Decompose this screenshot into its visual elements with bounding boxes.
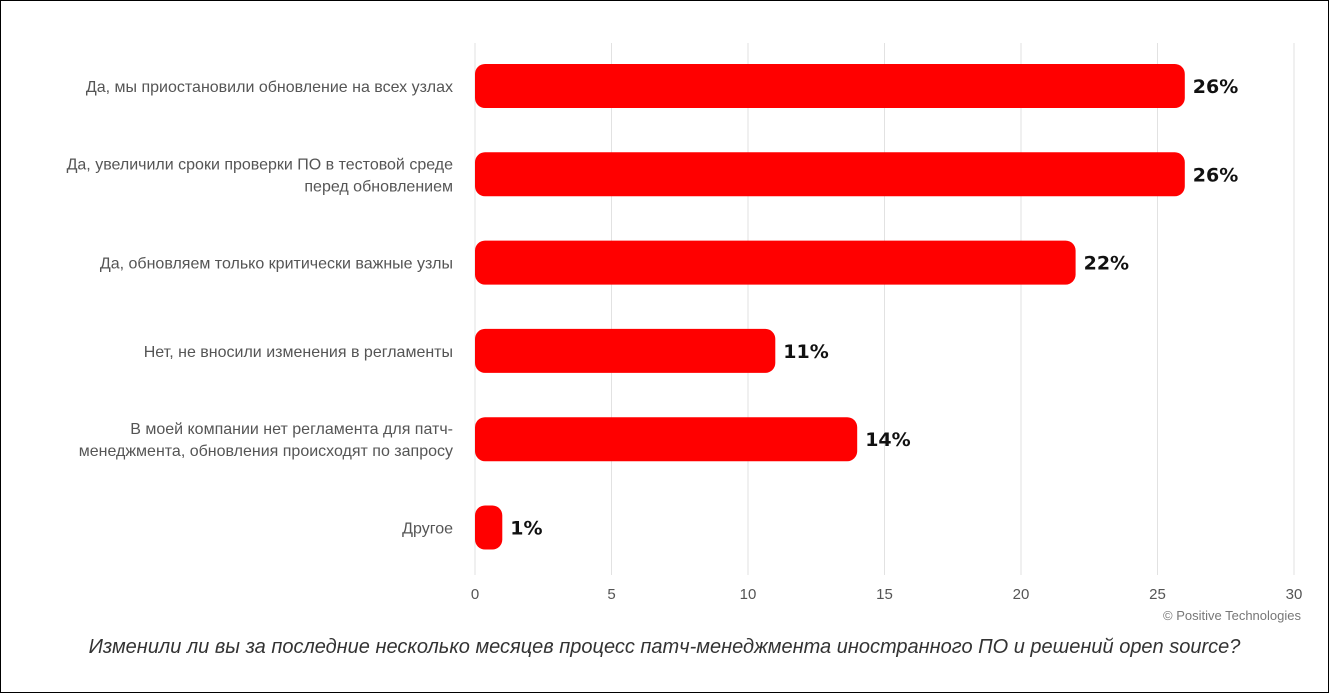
bar — [475, 152, 1185, 197]
category-label: Да, увеличили сроки проверки ПО в тестов… — [67, 156, 454, 173]
grid-lines — [474, 43, 1295, 575]
category-labels: Да, мы приостановили обновление на всех … — [67, 79, 454, 538]
x-tick-label: 30 — [1286, 586, 1303, 603]
bar — [475, 505, 503, 550]
x-tick-label: 10 — [740, 586, 757, 603]
value-label: 14% — [865, 429, 910, 451]
value-label: 26% — [1193, 76, 1238, 98]
bar — [475, 417, 858, 462]
category-label: Другое — [402, 521, 453, 538]
value-labels: 26% 26% 22% 11% 14% 1% — [510, 76, 1238, 540]
bar — [475, 240, 1076, 285]
value-label: 1% — [510, 518, 542, 540]
category-label: В моей компании нет регламента для патч- — [130, 421, 453, 438]
chart-title: Изменили ли вы за последние несколько ме… — [88, 636, 1241, 658]
x-axis-ticks: 0 5 10 15 20 25 30 — [471, 586, 1303, 603]
x-tick-label: 0 — [471, 586, 479, 603]
category-label: Нет, не вносили изменения в регламенты — [144, 344, 453, 361]
x-tick-label: 15 — [876, 586, 893, 603]
bars — [475, 64, 1185, 550]
bar — [475, 328, 776, 373]
x-tick-label: 25 — [1149, 586, 1166, 603]
category-label: Да, обновляем только критически важные у… — [100, 256, 453, 273]
value-label: 22% — [1084, 253, 1129, 275]
category-label: Да, мы приостановили обновление на всех … — [86, 79, 453, 96]
value-label: 26% — [1193, 164, 1238, 186]
category-label: перед обновлением — [304, 178, 453, 195]
x-tick-label: 5 — [607, 586, 615, 603]
value-label: 11% — [783, 341, 828, 363]
bar — [475, 64, 1185, 108]
category-label: менеджмента, обновления происходят по за… — [79, 443, 453, 460]
x-tick-label: 20 — [1013, 586, 1030, 603]
copyright-credit: © Positive Technologies — [1163, 608, 1301, 623]
